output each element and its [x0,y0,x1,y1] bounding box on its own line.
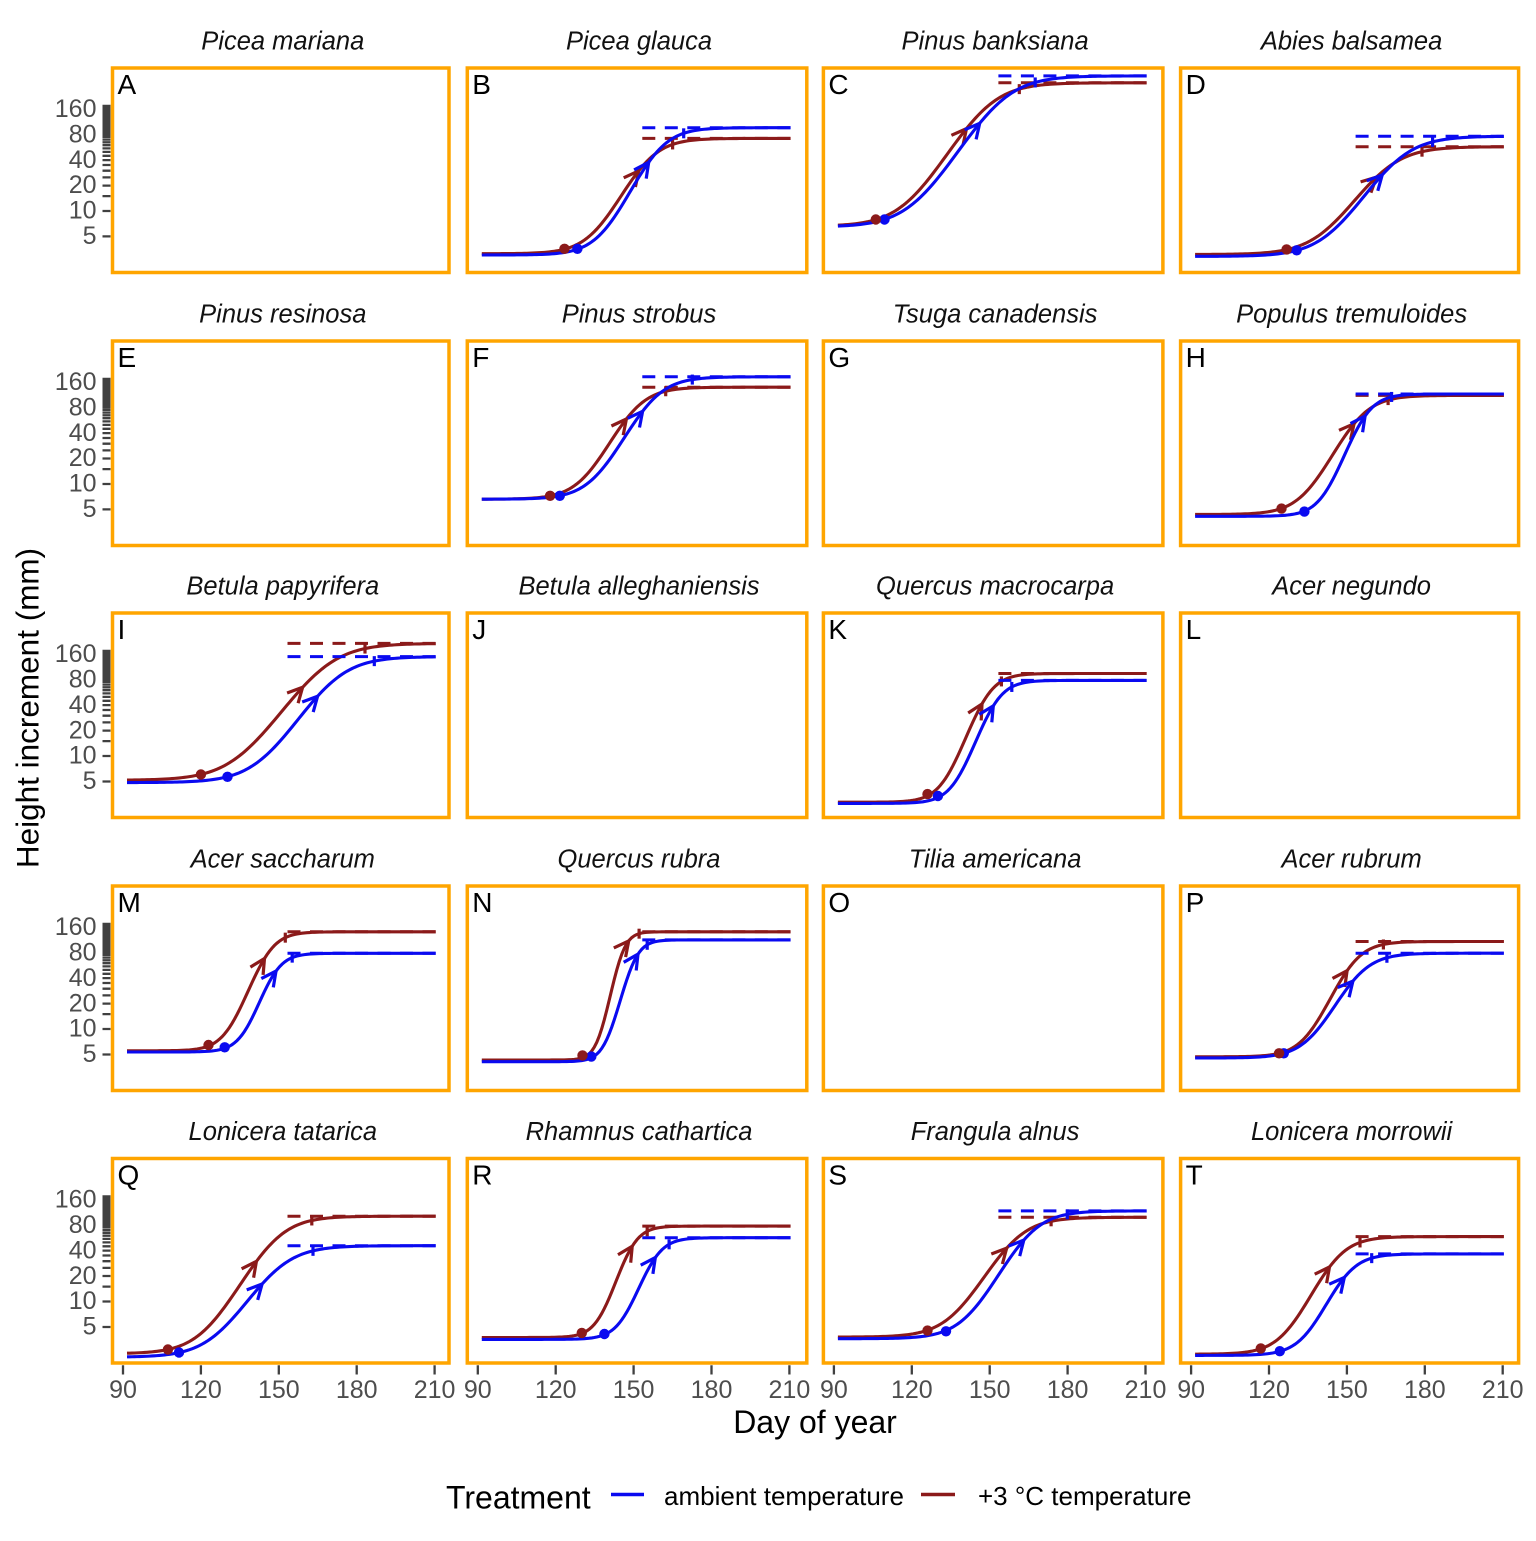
svg-text:Height increment (mm): Height increment (mm) [10,548,46,868]
svg-text:150: 150 [969,1376,1011,1404]
svg-text:E: E [118,342,137,373]
svg-text:Quercus rubra: Quercus rubra [558,846,721,874]
svg-text:Acer saccharum: Acer saccharum [189,846,375,874]
svg-text:80: 80 [69,938,97,966]
svg-text:40: 40 [69,1236,97,1264]
svg-text:+3 °C temperature: +3 °C temperature [978,1481,1191,1511]
svg-text:10: 10 [69,1015,97,1043]
svg-text:Betula alleghaniensis: Betula alleghaniensis [518,573,759,601]
svg-text:80: 80 [69,665,97,693]
svg-text:Pinus resinosa: Pinus resinosa [199,301,366,329]
svg-text:120: 120 [535,1376,577,1404]
svg-text:5: 5 [83,1313,97,1341]
svg-text:Picea mariana: Picea mariana [201,28,364,56]
svg-text:10: 10 [69,742,97,770]
svg-text:5: 5 [83,767,97,795]
svg-text:90: 90 [1177,1376,1205,1404]
svg-text:40: 40 [69,964,97,992]
svg-text:Betula papyrifera: Betula papyrifera [186,573,379,601]
svg-text:S: S [828,1160,847,1191]
svg-text:150: 150 [1326,1376,1368,1404]
svg-text:5: 5 [83,1040,97,1068]
svg-text:Pinus banksiana: Pinus banksiana [902,28,1089,56]
svg-text:20: 20 [69,716,97,744]
svg-text:I: I [118,614,126,645]
svg-text:Lonicera tatarica: Lonicera tatarica [189,1118,378,1146]
svg-text:Pinus strobus: Pinus strobus [562,301,717,329]
svg-text:210: 210 [1482,1376,1524,1404]
svg-text:O: O [828,887,850,918]
svg-text:150: 150 [613,1376,655,1404]
svg-text:90: 90 [464,1376,492,1404]
svg-text:80: 80 [69,393,97,421]
svg-text:20: 20 [69,1262,97,1290]
svg-text:80: 80 [69,120,97,148]
svg-text:Quercus macrocarpa: Quercus macrocarpa [876,573,1114,601]
svg-text:J: J [472,614,486,645]
svg-text:180: 180 [1404,1376,1446,1404]
svg-text:Populus tremuloides: Populus tremuloides [1236,301,1467,329]
svg-text:120: 120 [1248,1376,1290,1404]
svg-text:90: 90 [109,1376,137,1404]
svg-text:120: 120 [891,1376,933,1404]
svg-text:Rhamnus cathartica: Rhamnus cathartica [526,1118,753,1146]
svg-text:Tilia americana: Tilia americana [909,846,1082,874]
svg-text:120: 120 [180,1376,222,1404]
svg-text:80: 80 [69,1211,97,1239]
svg-text:40: 40 [69,146,97,174]
svg-text:H: H [1186,342,1206,373]
svg-text:Tsuga canadensis: Tsuga canadensis [893,301,1098,329]
svg-text:ambient temperature: ambient temperature [664,1481,904,1511]
svg-text:20: 20 [69,171,97,199]
svg-text:160: 160 [55,913,97,941]
svg-text:160: 160 [55,368,97,396]
svg-text:10: 10 [69,1287,97,1315]
svg-text:F: F [472,342,489,373]
svg-text:Acer rubrum: Acer rubrum [1279,846,1421,874]
svg-text:C: C [828,69,848,100]
svg-text:20: 20 [69,989,97,1017]
svg-text:20: 20 [69,444,97,472]
svg-text:Q: Q [118,1160,140,1191]
svg-text:L: L [1186,614,1202,645]
svg-text:R: R [472,1160,492,1191]
svg-text:160: 160 [55,1185,97,1213]
svg-text:G: G [828,342,850,373]
svg-text:180: 180 [691,1376,733,1404]
svg-text:D: D [1186,69,1206,100]
svg-text:210: 210 [414,1376,456,1404]
svg-text:180: 180 [336,1376,378,1404]
svg-text:A: A [118,69,137,100]
svg-text:180: 180 [1047,1376,1089,1404]
svg-text:T: T [1186,1160,1203,1191]
svg-text:K: K [828,614,847,645]
svg-text:210: 210 [1125,1376,1167,1404]
svg-text:Day of year: Day of year [733,1404,897,1440]
svg-text:P: P [1186,887,1205,918]
svg-text:Frangula alnus: Frangula alnus [911,1118,1080,1146]
svg-text:B: B [472,69,491,100]
svg-text:150: 150 [258,1376,300,1404]
svg-text:160: 160 [55,95,97,123]
svg-text:5: 5 [83,222,97,250]
svg-text:Acer negundo: Acer negundo [1270,573,1431,601]
svg-text:Abies balsamea: Abies balsamea [1259,28,1442,56]
svg-text:Lonicera morrowii: Lonicera morrowii [1251,1118,1454,1146]
svg-text:210: 210 [769,1376,811,1404]
svg-text:5: 5 [83,495,97,523]
svg-text:N: N [472,887,492,918]
svg-text:40: 40 [69,419,97,447]
svg-text:40: 40 [69,691,97,719]
svg-text:160: 160 [55,640,97,668]
svg-text:90: 90 [820,1376,848,1404]
svg-text:10: 10 [69,197,97,225]
svg-text:Picea glauca: Picea glauca [566,28,712,56]
svg-text:M: M [118,887,141,918]
svg-text:10: 10 [69,470,97,498]
svg-text:Treatment: Treatment [446,1480,591,1516]
